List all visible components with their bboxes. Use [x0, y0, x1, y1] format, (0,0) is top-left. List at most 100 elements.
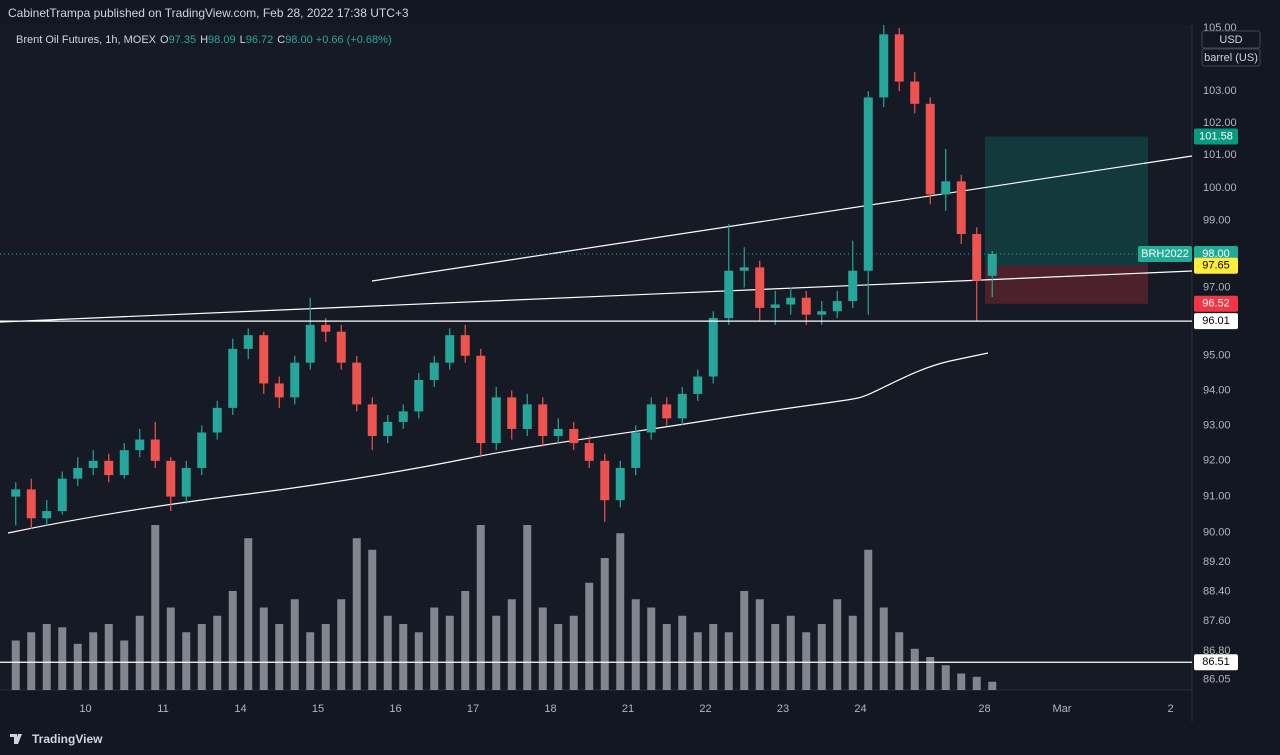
- candle-body: [739, 267, 749, 271]
- candle-body: [879, 34, 889, 98]
- field-value: 98.00: [285, 34, 313, 46]
- y-tick-label: 89.20: [1203, 556, 1231, 568]
- candle-body: [817, 311, 827, 315]
- volume-bar: [399, 624, 408, 690]
- candle-body: [848, 270, 858, 302]
- x-tick-label: 15: [312, 703, 324, 715]
- volume-bar: [879, 607, 888, 690]
- candle-body: [11, 489, 21, 497]
- volume-bar: [693, 632, 702, 690]
- volume-bar: [321, 624, 330, 690]
- candle-body: [460, 335, 470, 356]
- unit-box[interactable]: [1201, 48, 1261, 67]
- candle-body: [600, 460, 610, 501]
- volume-bar: [972, 676, 981, 690]
- volume-bar: [988, 681, 997, 690]
- volume-bar: [662, 624, 671, 690]
- volume-bar: [197, 624, 206, 690]
- y-tick-label: 90.00: [1203, 527, 1231, 539]
- volume-bar: [58, 627, 67, 690]
- y-tick-label: 93.00: [1203, 419, 1231, 431]
- candle-body: [88, 460, 98, 468]
- volume-bar: [507, 599, 516, 690]
- x-tick-label: 24: [854, 703, 866, 715]
- candle-body: [987, 253, 997, 276]
- x-tick-label: 14: [234, 703, 246, 715]
- candle-body: [863, 97, 873, 271]
- candle-body: [786, 297, 796, 305]
- y-tick-label: 91.00: [1203, 491, 1231, 503]
- candle-body: [290, 362, 300, 398]
- y-tick-label: 86.05: [1203, 674, 1231, 686]
- y-tick-label: 100.00: [1203, 182, 1237, 194]
- candle-body: [646, 404, 656, 433]
- volume-bar: [554, 624, 563, 690]
- volume-bar: [73, 643, 82, 690]
- field-value: 98.09: [208, 34, 236, 46]
- volume-bar: [724, 632, 733, 690]
- volume-bar: [864, 549, 873, 690]
- price-label-box: [1194, 654, 1238, 671]
- volume-bar: [414, 632, 423, 690]
- volume-bar: [492, 615, 501, 690]
- currency-box[interactable]: [1201, 30, 1261, 49]
- volume-bar: [833, 599, 842, 690]
- candle-body: [135, 439, 145, 451]
- candle-body: [755, 267, 765, 308]
- candle-body: [150, 439, 160, 461]
- plot-area: [0, 25, 1192, 690]
- logo: [10, 734, 22, 744]
- x-tick-label: 2: [1167, 703, 1173, 715]
- candle-body: [693, 376, 703, 394]
- currency[interactable]: USD: [1219, 34, 1242, 46]
- volume-bar: [151, 525, 160, 690]
- candle-body: [197, 432, 207, 468]
- volume-bar: [786, 615, 795, 690]
- y-tick-label: 87.60: [1203, 615, 1231, 627]
- unit[interactable]: barrel (US): [1204, 52, 1258, 64]
- volume-bar: [941, 665, 950, 690]
- volume-bar: [27, 632, 36, 690]
- candle-body: [615, 467, 625, 501]
- candle-body: [336, 331, 346, 363]
- volume-bar: [926, 657, 935, 690]
- volume-bar: [430, 607, 439, 690]
- candle-body: [119, 450, 129, 476]
- candle-body: [243, 335, 253, 349]
- volume-bar: [895, 632, 904, 690]
- price-label-box: [1194, 257, 1238, 274]
- volume-bar: [647, 607, 656, 690]
- symbol: Brent Oil Futures, 1h, MOEX: [16, 34, 157, 46]
- volume-bar: [89, 632, 98, 690]
- footer-bar: [0, 724, 1280, 755]
- price-label: 96.52: [1202, 298, 1230, 310]
- volume-bar: [445, 615, 454, 690]
- volume-bar: [11, 640, 20, 690]
- candle-body: [274, 383, 284, 398]
- candle-body: [42, 511, 52, 519]
- volume-bar: [771, 624, 780, 690]
- volume-bar: [383, 615, 392, 690]
- candle-body: [553, 428, 563, 437]
- volume-bar: [104, 624, 113, 690]
- candle-body: [57, 478, 67, 512]
- candle-body: [491, 397, 501, 444]
- field-key: C: [277, 34, 285, 46]
- candle-body: [910, 81, 920, 104]
- candle-body: [212, 407, 222, 433]
- candle-body: [662, 404, 672, 419]
- candle-body: [26, 489, 36, 519]
- y-tick-label: 92.00: [1203, 455, 1231, 467]
- candle-body: [522, 404, 532, 429]
- candle-body: [801, 297, 811, 315]
- x-tick-label: 17: [467, 703, 479, 715]
- candle-body: [228, 348, 238, 408]
- field-value: 97.35: [169, 34, 197, 46]
- volume-bar: [616, 533, 625, 690]
- volume-bar: [817, 624, 826, 690]
- candle-body: [73, 467, 83, 479]
- candle-body: [507, 397, 517, 429]
- symbol-tag: BRH2022: [1141, 248, 1189, 260]
- candle-body: [414, 379, 424, 412]
